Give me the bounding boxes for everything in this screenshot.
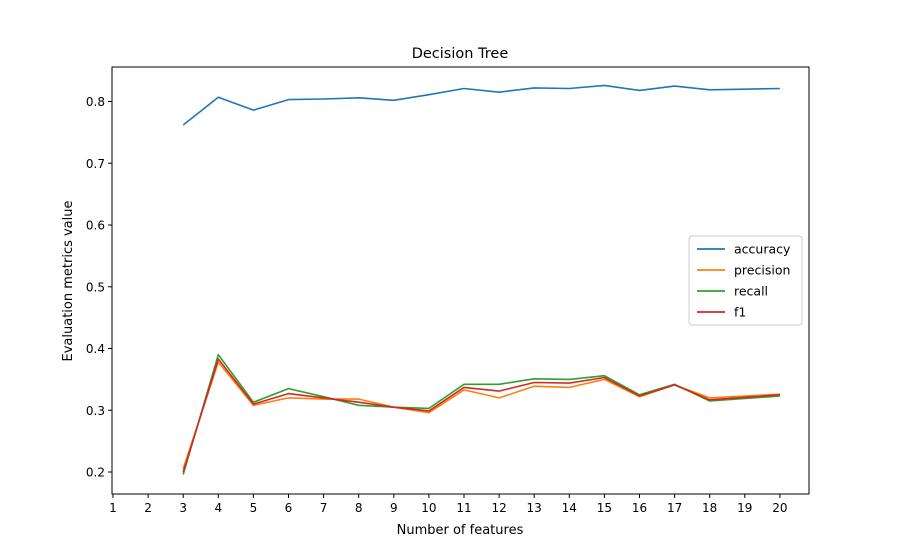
y-axis-label: Evaluation metrics value: [61, 200, 76, 361]
legend-label-f1: f1: [734, 305, 746, 320]
series-line-precision: [182, 361, 780, 470]
x-tick-label: 16: [632, 501, 647, 515]
y-tick-label: 0.4: [86, 342, 105, 356]
x-tick-label: 1: [109, 501, 117, 515]
y-tick-label: 0.8: [86, 95, 105, 109]
x-tick-label: 9: [390, 501, 398, 515]
legend-box: [688, 235, 803, 326]
y-axis: 0.2 0.3 0.4 0.5 0.6 0.7 0.8: [86, 95, 112, 480]
x-tick-label: 2: [144, 501, 152, 515]
x-tick-label: 18: [702, 501, 717, 515]
chart-title: Decision Tree: [412, 46, 509, 62]
x-tick-label: 14: [562, 501, 577, 515]
x-tick-label: 17: [667, 501, 682, 515]
x-tick-label: 20: [772, 501, 787, 515]
y-tick-label: 0.7: [86, 157, 105, 171]
x-tick-label: 15: [597, 501, 612, 515]
x-axis: 1 2 3 4 5 6 7 8 9 10 11 12 13 14 15 16 17 18 19 20: [109, 494, 788, 515]
x-tick-label: 19: [737, 501, 752, 515]
x-tick-label: 12: [491, 501, 506, 515]
y-tick-label: 0.2: [86, 466, 105, 480]
x-tick-label: 5: [250, 501, 258, 515]
x-tick-label: 7: [320, 501, 328, 515]
legend-label-precision: precision: [734, 263, 790, 278]
plot-area: [111, 66, 810, 495]
y-tick-label: 0.6: [86, 219, 105, 233]
series-lines: [182, 84, 780, 475]
x-tick-label: 13: [527, 501, 542, 515]
x-tick-label: 3: [179, 501, 187, 515]
legend: accuracy precision recall f1: [688, 235, 803, 326]
y-tick-label: 0.5: [86, 280, 105, 294]
x-tick-label: 10: [421, 501, 436, 515]
y-tick-label: 0.3: [86, 404, 105, 418]
series-line-recall: [182, 353, 780, 475]
series-line-f1: [182, 358, 780, 473]
legend-label-accuracy: accuracy: [734, 242, 791, 257]
x-tick-label: 8: [355, 501, 363, 515]
series-line-accuracy: [182, 84, 780, 126]
x-tick-label: 4: [214, 501, 222, 515]
x-tick-label: 11: [456, 501, 471, 515]
x-axis-label: Number of features: [397, 523, 524, 538]
legend-label-recall: recall: [734, 284, 768, 299]
x-tick-label: 6: [285, 501, 293, 515]
